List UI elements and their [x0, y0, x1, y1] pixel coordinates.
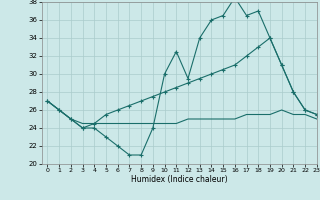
X-axis label: Humidex (Indice chaleur): Humidex (Indice chaleur)	[131, 175, 228, 184]
